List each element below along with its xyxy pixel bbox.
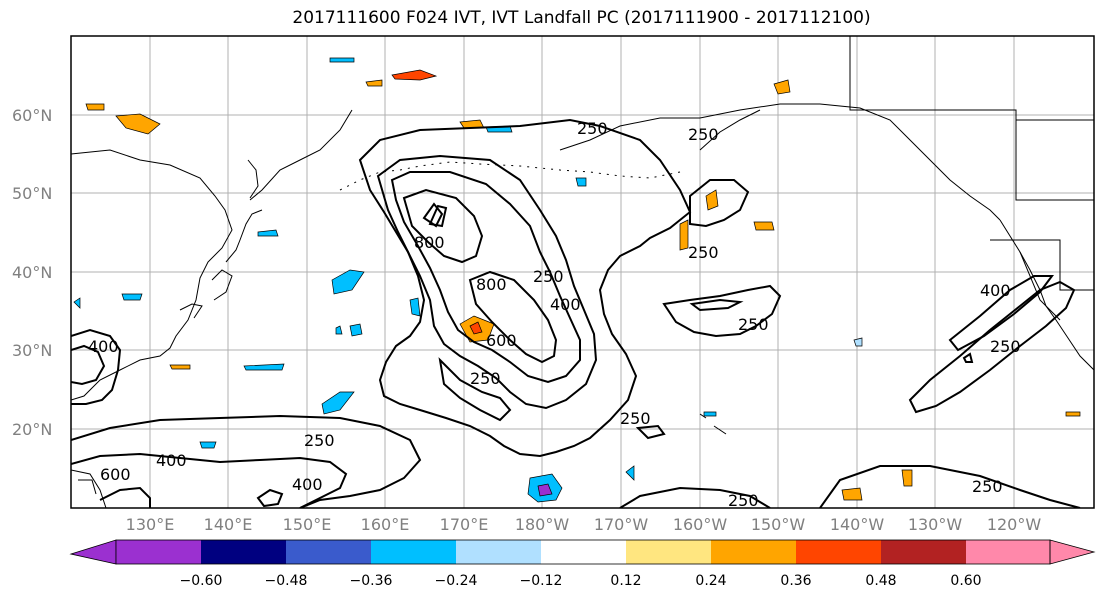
longitude-labels: 130°E 140°E 150°E 160°E 170°E 180°W 170°…: [126, 515, 1042, 534]
lon-label: 140°E: [204, 515, 253, 534]
colorbar-bin: [711, 540, 796, 564]
contour-label: 800: [414, 233, 445, 252]
contour-label: 250: [577, 119, 608, 138]
colorbar-tick: 0.60: [950, 573, 981, 589]
lon-label: 130°W: [908, 515, 963, 534]
colorbar-bins: [116, 540, 1050, 564]
colorbar-bin: [116, 540, 201, 564]
colorbar-tick: 0.12: [610, 573, 641, 589]
contour-label: 400: [550, 295, 581, 314]
contour-label: 250: [620, 409, 651, 428]
contour-label: 250: [304, 431, 335, 450]
lon-label: 120°W: [987, 515, 1042, 534]
contour-label: 400: [156, 451, 187, 470]
lon-label: 150°W: [751, 515, 806, 534]
coastlines: [71, 36, 1094, 508]
colorbar-ticks: −0.60 −0.48 −0.36 −0.24 −0.12 0.12 0.24 …: [180, 573, 982, 589]
contour-label: 250: [738, 315, 769, 334]
lat-label: 50°N: [12, 184, 52, 203]
colorbar-tick: 0.24: [695, 573, 726, 589]
map-border: [70, 35, 1095, 509]
colorbar-border: [115, 539, 1051, 565]
lat-label: 30°N: [12, 341, 52, 360]
contour-label: 250: [688, 125, 719, 144]
latitude-labels: 60°N 50°N 40°N 30°N 20°N: [12, 106, 52, 439]
lon-label: 160°W: [673, 515, 728, 534]
contour-labels: 250 250 800 800 250 400 600 250 250 400 …: [88, 119, 1021, 510]
colorbar-tick: −0.36: [350, 573, 393, 589]
contour-label: 400: [88, 337, 119, 356]
colorbar-bin: [371, 540, 456, 564]
colorbar-bin: [626, 540, 711, 564]
colorbar-tick: 0.36: [780, 573, 811, 589]
map-title: 2017111600 F024 IVT, IVT Landfall PC (20…: [292, 8, 871, 28]
colorbar-bin: [541, 540, 626, 564]
colorbar-bin: [881, 540, 966, 564]
lon-label: 150°E: [283, 515, 332, 534]
contour-label: 250: [688, 243, 719, 262]
colorbar-extend-high: [1049, 539, 1096, 565]
contour-label: 250: [990, 337, 1021, 356]
contour-label: 250: [728, 491, 759, 510]
colorbar-tick: −0.48: [265, 573, 308, 589]
lon-label: 170°W: [594, 515, 649, 534]
colorbar-tick: 0.48: [865, 573, 896, 589]
colorbar-bin: [201, 540, 286, 564]
contour-label: 250: [972, 477, 1003, 496]
contour-label: 400: [980, 281, 1011, 300]
colorbar-tick: −0.24: [435, 573, 478, 589]
pc-patches: [73, 57, 1081, 503]
lon-label: 140°W: [830, 515, 885, 534]
lon-label: 130°E: [126, 515, 175, 534]
contour-label: 800: [476, 275, 507, 294]
colorbar: −0.60 −0.48 −0.36 −0.24 −0.12 0.12 0.24 …: [69, 539, 1096, 589]
contour-label: 250: [533, 267, 564, 286]
colorbar-bin: [286, 540, 371, 564]
colorbar-extend-low: [69, 539, 117, 565]
lon-label: 160°E: [361, 515, 410, 534]
ivt-contours: [71, 118, 1081, 508]
colorbar-bin: [966, 540, 1050, 564]
colorbar-tick: −0.60: [180, 573, 223, 589]
colorbar-tick: −0.12: [520, 573, 563, 589]
lon-label: 170°E: [440, 515, 489, 534]
contour-label: 250: [470, 369, 501, 388]
contour-label: 600: [100, 465, 131, 484]
contour-label: 600: [486, 331, 517, 350]
lat-label: 40°N: [12, 263, 52, 282]
lat-label: 20°N: [12, 420, 52, 439]
lon-label: 180°W: [515, 515, 570, 534]
colorbar-bin: [456, 540, 541, 564]
lat-label: 60°N: [12, 106, 52, 125]
contour-label: 400: [292, 475, 323, 494]
colorbar-bin: [796, 540, 881, 564]
